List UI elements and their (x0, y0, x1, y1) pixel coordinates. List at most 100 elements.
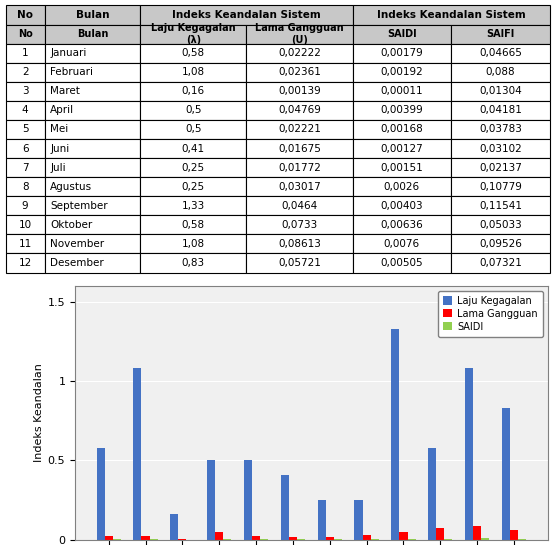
Bar (6, 63, 45, 82)
Bar (353, 196, 451, 215)
Bar (289, 537, 297, 540)
Bar (451, 44, 550, 63)
Text: September: September (50, 201, 108, 211)
Text: 0,02137: 0,02137 (479, 162, 522, 173)
Bar (45, 44, 140, 63)
Text: 0,04181: 0,04181 (479, 105, 522, 116)
Bar (6, 253, 45, 272)
Text: 6: 6 (22, 143, 28, 154)
Text: Indeks Keandalan Sistem: Indeks Keandalan Sistem (377, 10, 526, 20)
Bar (45, 234, 140, 253)
Text: 0,0464: 0,0464 (281, 201, 317, 211)
Text: 0,0026: 0,0026 (384, 181, 420, 192)
Bar (97, 447, 105, 540)
Text: Maret: Maret (50, 86, 80, 96)
Bar (6, 177, 45, 196)
Bar (6, 120, 45, 139)
Text: 0,00505: 0,00505 (380, 258, 423, 268)
Bar (246, 139, 353, 158)
Text: 0,00127: 0,00127 (380, 143, 423, 154)
Bar (353, 44, 451, 63)
Bar (246, 101, 353, 120)
Text: 0,0076: 0,0076 (384, 239, 420, 249)
Text: 0,08613: 0,08613 (278, 239, 321, 249)
Text: 0,02222: 0,02222 (278, 48, 321, 58)
Bar (45, 120, 140, 139)
Bar (444, 538, 453, 540)
Bar (246, 63, 353, 82)
Bar (45, 5, 140, 25)
Text: 0,02361: 0,02361 (278, 67, 321, 77)
Text: 2: 2 (22, 67, 28, 77)
Bar (451, 82, 550, 101)
Bar (45, 177, 140, 196)
Bar (451, 215, 550, 234)
Bar (244, 461, 252, 540)
Text: 0,00192: 0,00192 (380, 67, 423, 77)
Bar (353, 234, 451, 253)
Text: 0,5: 0,5 (185, 124, 201, 135)
Text: Agustus: Agustus (50, 181, 92, 192)
Bar (140, 63, 246, 82)
Bar (6, 25, 45, 44)
Bar (6, 158, 45, 177)
Bar (140, 101, 246, 120)
Bar (436, 528, 444, 540)
Bar (391, 329, 399, 540)
Bar (246, 177, 353, 196)
Bar (140, 120, 246, 139)
Bar (140, 82, 246, 101)
Bar (502, 408, 510, 540)
Bar (6, 139, 45, 158)
Bar (6, 215, 45, 234)
Bar (170, 514, 178, 540)
Text: 12: 12 (18, 258, 32, 268)
Text: 0,088: 0,088 (486, 67, 515, 77)
Bar (408, 539, 416, 540)
Text: 0,01304: 0,01304 (479, 86, 522, 96)
Bar (451, 25, 550, 44)
Bar (451, 120, 550, 139)
Text: 0,00636: 0,00636 (380, 220, 423, 230)
Text: 0,04665: 0,04665 (479, 48, 522, 58)
Text: 0,09526: 0,09526 (479, 239, 522, 249)
Text: 0,05033: 0,05033 (479, 220, 522, 230)
Bar (246, 215, 353, 234)
Bar (353, 5, 550, 25)
Bar (353, 101, 451, 120)
Text: 0,25: 0,25 (182, 162, 205, 173)
Bar (353, 177, 451, 196)
Bar (140, 253, 246, 272)
Text: 0,00403: 0,00403 (380, 201, 423, 211)
Bar (140, 139, 246, 158)
Bar (45, 158, 140, 177)
Bar (465, 368, 473, 540)
Bar (451, 101, 550, 120)
Bar (6, 101, 45, 120)
Bar (353, 253, 451, 272)
Bar (45, 139, 140, 158)
Text: 7: 7 (22, 162, 28, 173)
Text: Indeks Keandalan Sistem: Indeks Keandalan Sistem (172, 10, 321, 20)
Bar (451, 253, 550, 272)
Bar (355, 500, 363, 540)
Text: 1: 1 (22, 48, 28, 58)
Y-axis label: Indeks Keandalan: Indeks Keandalan (33, 364, 43, 462)
Bar (451, 63, 550, 82)
Bar (246, 44, 353, 63)
Text: No: No (18, 29, 33, 39)
Bar (518, 539, 526, 540)
Bar (353, 158, 451, 177)
Bar (246, 82, 353, 101)
Bar (207, 461, 215, 540)
Text: 3: 3 (22, 86, 28, 96)
Text: 0,00399: 0,00399 (380, 105, 423, 116)
Bar (6, 5, 45, 25)
Bar (45, 101, 140, 120)
Text: 0,00179: 0,00179 (380, 48, 423, 58)
Bar (45, 196, 140, 215)
Text: 0,10779: 0,10779 (479, 181, 522, 192)
Text: November: November (50, 239, 105, 249)
Bar (451, 177, 550, 196)
Text: Mei: Mei (50, 124, 68, 135)
